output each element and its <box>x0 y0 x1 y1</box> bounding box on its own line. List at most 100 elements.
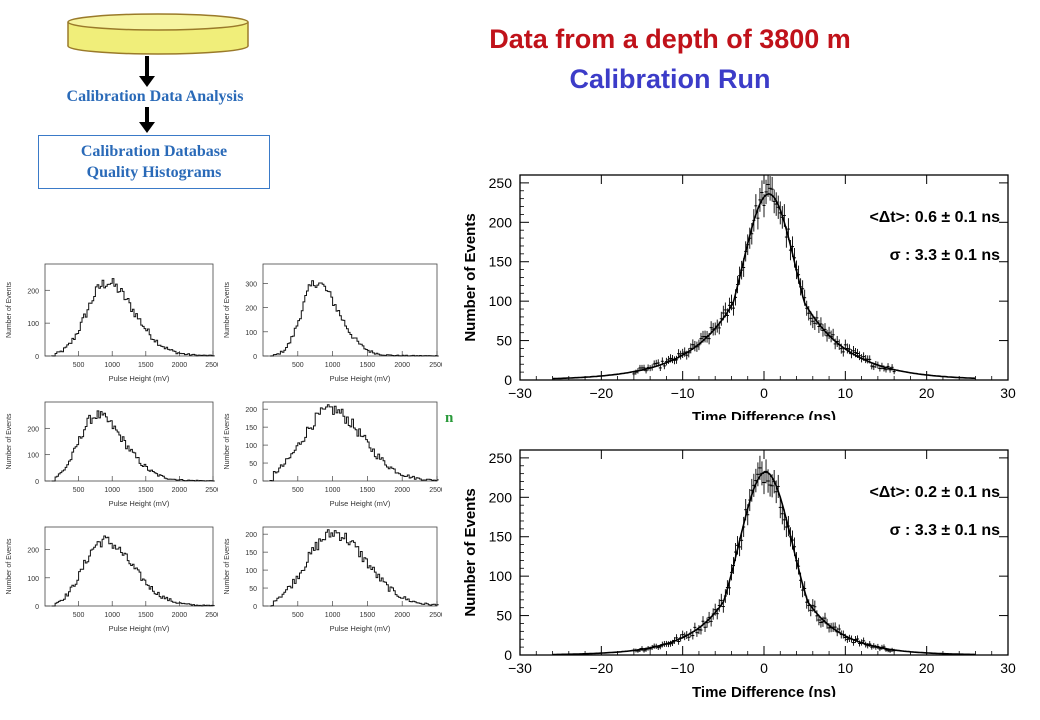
histogram <box>269 404 439 482</box>
x-axis-label: Pulse Height (mV) <box>330 624 391 633</box>
y-tick-label: 100 <box>27 576 39 583</box>
sigma-annotation: σ : 3.3 ± 0.1 ns <box>890 247 1001 264</box>
x-tick-label: 500 <box>73 612 85 619</box>
x-tick-label: 0 <box>760 385 768 401</box>
x-tick-label: 1500 <box>138 487 154 494</box>
x-tick-label: 2000 <box>172 612 188 619</box>
x-tick-label: 1000 <box>325 612 341 619</box>
y-tick-label: 50 <box>249 461 257 468</box>
x-axis-label: Pulse Height (mV) <box>330 499 391 508</box>
x-axis-label: Pulse Height (mV) <box>330 374 391 383</box>
y-tick-label: 250 <box>489 175 513 191</box>
y-tick-label: 200 <box>27 426 39 433</box>
histogram <box>51 410 215 482</box>
y-tick-label: 0 <box>35 479 39 486</box>
y-tick-label: 150 <box>245 425 257 432</box>
time-difference-chart-top: −30 −20 −10 0 10 20 30 0 50 100 150 200 250 Time Diff… <box>462 174 1016 420</box>
mean-annotation: <Δt>: 0.6 ± 0.1 ns <box>869 209 1000 226</box>
x-tick-label: 1500 <box>360 612 376 619</box>
x-axis-label: Time Difference (ns) <box>692 409 836 420</box>
x-tick-label: 20 <box>919 385 935 401</box>
x-tick-label: 1000 <box>104 612 120 619</box>
x-axis-label: Pulse Height (mV) <box>109 624 170 633</box>
calibration-database-box: Calibration Database Quality Histograms <box>38 135 270 189</box>
histogram <box>51 278 215 357</box>
y-axis-label: Number of Events <box>224 413 231 470</box>
y-tick-label: 100 <box>27 453 39 460</box>
arrow-down-icon <box>139 56 155 87</box>
y-tick-label: 0 <box>504 647 512 663</box>
y-axis-label: Number of Events <box>6 413 13 470</box>
x-tick-label: 10 <box>838 385 854 401</box>
y-tick-label: 100 <box>27 321 39 328</box>
y-tick-label: 150 <box>489 529 513 545</box>
y-tick-label: 200 <box>245 306 257 313</box>
y-tick-label: 50 <box>496 608 512 624</box>
histogram <box>270 529 439 607</box>
x-tick-label: −20 <box>589 385 613 401</box>
db-line-2: Quality Histograms <box>86 164 222 181</box>
x-tick-label: −10 <box>671 385 695 401</box>
x-tick-label: 1000 <box>104 362 120 369</box>
fit-curve <box>552 193 976 380</box>
y-tick-label: 200 <box>489 214 513 230</box>
x-tick-label: −10 <box>671 660 695 676</box>
histogram <box>51 535 215 607</box>
x-tick-label: 30 <box>1000 385 1016 401</box>
y-tick-label: 150 <box>489 254 513 270</box>
x-tick-label: −20 <box>589 660 613 676</box>
y-tick-label: 0 <box>504 372 512 388</box>
y-tick-label: 0 <box>253 354 257 361</box>
x-tick-label: 1500 <box>360 487 376 494</box>
y-axis-label: Number of Events <box>224 281 231 338</box>
time-difference-chart-bottom: −30 −20 −10 0 10 20 30 0 50 100 150 200 250 Time Diff… <box>462 449 1016 697</box>
y-tick-label: 0 <box>253 604 257 611</box>
x-axis-label: Pulse Height (mV) <box>109 374 170 383</box>
x-tick-label: 500 <box>73 362 85 369</box>
y-tick-label: 100 <box>489 293 513 309</box>
plot-frame <box>262 263 438 357</box>
y-tick-label: 200 <box>489 489 513 505</box>
x-tick-label: 1000 <box>325 487 341 494</box>
y-tick-label: 0 <box>253 479 257 486</box>
plot-frame <box>262 526 438 607</box>
plot-frame <box>44 401 214 482</box>
y-tick-label: 100 <box>245 568 257 575</box>
x-tick-label: 1000 <box>325 362 341 369</box>
stray-glyph: n <box>445 410 454 426</box>
x-tick-label: 500 <box>292 487 304 494</box>
x-tick-label: 1000 <box>104 487 120 494</box>
y-tick-label: 100 <box>245 330 257 337</box>
x-tick-label: 0 <box>760 660 768 676</box>
db-line-1: Calibration Database <box>80 143 228 160</box>
y-tick-label: 200 <box>245 407 257 414</box>
plot-frame <box>262 401 438 482</box>
y-axis-label: Number of Events <box>462 213 479 341</box>
x-tick-label: 2000 <box>394 487 410 494</box>
plot-frame <box>44 263 214 357</box>
histogram <box>270 280 439 357</box>
sigma-annotation: σ : 3.3 ± 0.1 ns <box>890 522 1001 539</box>
y-tick-label: 0 <box>35 604 39 611</box>
page-subtitle: Calibration Run <box>569 64 771 94</box>
page-title: Data from a depth of 3800 m <box>489 24 851 54</box>
y-axis-label: Number of Events <box>6 538 13 595</box>
calibration-analysis-label: Calibration Data Analysis <box>66 88 244 105</box>
x-tick-label: 500 <box>73 487 85 494</box>
database-cylinder-icon <box>67 13 249 55</box>
x-tick-label: 10 <box>838 660 854 676</box>
y-tick-label: 200 <box>27 548 39 555</box>
x-axis-label: Pulse Height (mV) <box>109 499 170 508</box>
x-tick-label: 2000 <box>172 362 188 369</box>
x-tick-label: 2000 <box>394 362 410 369</box>
mean-annotation: <Δt>: 0.2 ± 0.1 ns <box>869 484 1000 501</box>
x-tick-label: 30 <box>1000 660 1016 676</box>
